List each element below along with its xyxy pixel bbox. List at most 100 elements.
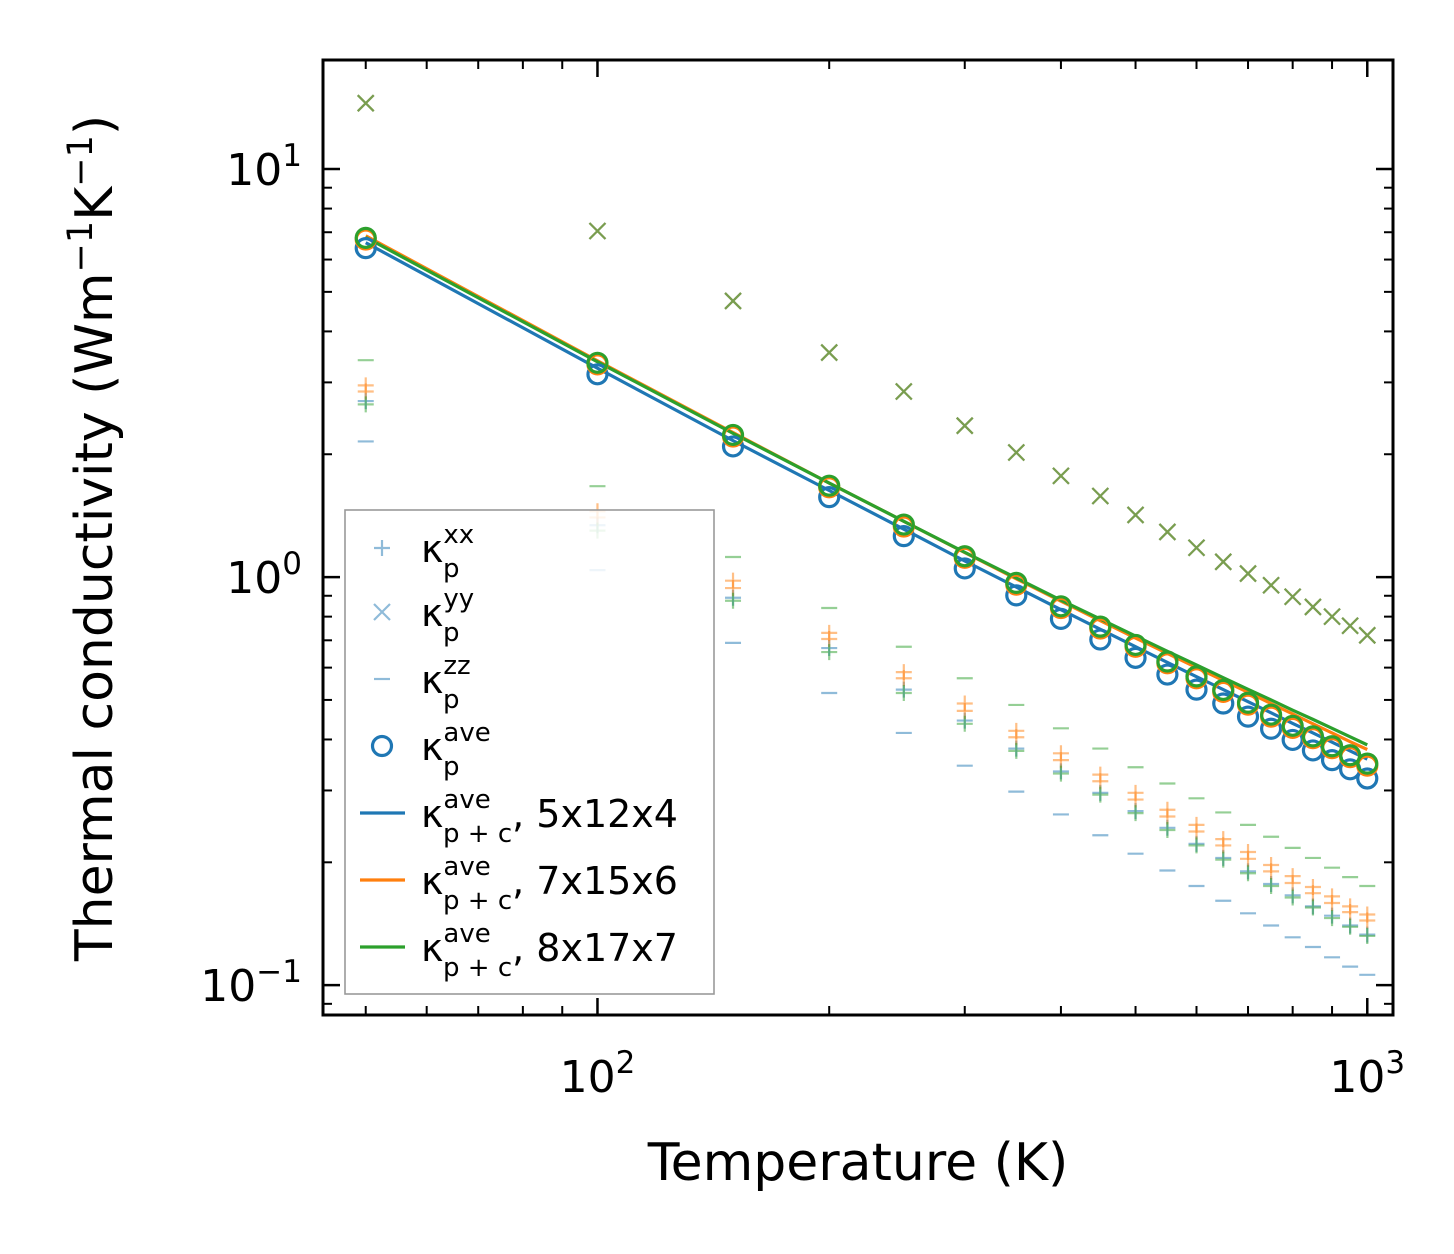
point-kappa_p_ave_8x17x7-200	[818, 474, 841, 497]
point-kappa_p_ave_5x12x4-600	[1185, 678, 1208, 701]
point-kappa_p_yy_8x17x7-100	[588, 222, 607, 240]
point-kappa_p_xx_8x17x7-750	[1263, 877, 1280, 894]
point-kappa_p_yy_8x17x7-700	[1239, 564, 1257, 583]
point-kappa_p_xx_7x15x6_b-800	[1284, 874, 1301, 891]
x-axis-label: Temperature (K)	[647, 1133, 1069, 1193]
point-kappa_p_xx_8x17x7-550	[1159, 822, 1176, 839]
point-kappa_p_yy_8x17x7-200	[820, 343, 838, 362]
point-kappa_p_ave_5x12x4-150	[721, 435, 745, 458]
point-kappa_p_xx_8x17x7-50	[357, 396, 374, 413]
legend-entry: κave p + c, 5x12x4	[360, 785, 678, 849]
legend-label: κave p + c, 7x15x6	[421, 852, 678, 916]
point-kappa_p_ave_8x17x7-150	[721, 423, 745, 447]
legend-label: κave p	[421, 718, 491, 782]
point-kappa_p_yy_8x17x7-850	[1304, 598, 1322, 616]
point-kappa_p_ave_5x12x4-400	[1049, 607, 1073, 630]
point-kappa_p_xx_7x15x6_b-700	[1240, 850, 1257, 867]
point-kappa_p_ave_5x12x4-550	[1156, 663, 1179, 686]
point-kappa_p_xx_7x15x6_b-600	[1188, 823, 1205, 840]
point-kappa_p_ave_8x17x7-100	[586, 351, 609, 374]
series-line-kappa_pc_ave_8x17x7	[364, 235, 1368, 747]
point-kappa_p_xx_7x15x6_b-950	[1342, 904, 1359, 921]
legend-box	[344, 509, 715, 995]
y-axis-label: Thermal conductivity (Wm−1K−1)	[61, 115, 125, 962]
point-kappa_p_xx_8x17x7-800	[1284, 889, 1301, 906]
point-kappa_p_ave_8x17x7-350	[1005, 571, 1028, 594]
point-kappa_p_ave_8x17x7-900	[1320, 735, 1344, 758]
point-kappa_p_ave_8x17x7-450	[1089, 615, 1112, 638]
point-kappa_p_ave_5x12x4-450	[1089, 628, 1112, 651]
point-kappa_p_xx_8x17x7-250	[895, 684, 912, 701]
legend-label: κave p + c, 5x12x4	[421, 785, 678, 849]
point-kappa_p_ave_5x12x4-350	[1005, 584, 1028, 607]
point-kappa_p_ave_5x12x4-100	[586, 363, 609, 386]
point-kappa_p_ave_8x17x7-400	[1049, 595, 1073, 618]
legend-marker-x	[373, 603, 391, 621]
point-kappa_p_ave_8x17x7-500	[1124, 633, 1147, 657]
point-kappa_p_xx_8x17x7-900	[1324, 910, 1341, 927]
legend-marker-circle	[370, 734, 394, 758]
point-kappa_p_xx_8x17x7-450	[1092, 786, 1109, 803]
point-kappa_p_ave_5x12x4-250	[892, 525, 915, 548]
data-marks	[354, 94, 1379, 976]
point-kappa_p_xx_8x17x7-300	[956, 715, 973, 732]
point-kappa_p_xx_7x15x6_b-900	[1324, 894, 1341, 911]
point-kappa_p_xx_7x15x6_b-400	[1052, 752, 1069, 769]
x-tick-label: 102	[560, 1045, 636, 1103]
point-kappa_p_yy_8x17x7-650	[1214, 553, 1233, 571]
point-kappa_p_ave_8x17x7-650	[1212, 678, 1235, 702]
point-kappa_p_xx_7x15x6_b-250	[895, 670, 912, 687]
point-kappa_p_xx_8x17x7-150	[725, 592, 742, 609]
point-kappa_p_xx_7x15x6_b-650	[1215, 837, 1232, 854]
point-kappa_p_ave_8x17x7-850	[1301, 725, 1325, 748]
plot-frame	[321, 58, 1395, 1017]
y-tick-label: 10−1	[200, 954, 302, 1012]
legend-entry: κave p + c, 7x15x6	[360, 852, 678, 916]
point-kappa_p_ave_5x12x4-650	[1212, 692, 1235, 715]
point-kappa_p_xx_8x17x7-600	[1188, 837, 1205, 854]
point-kappa_p_yy_8x17x7-150	[724, 292, 742, 310]
point-kappa_p_yy_8x17x7-350	[1007, 443, 1026, 462]
series-line-kappa_pc_ave_5x12x4	[364, 241, 1368, 761]
point-kappa_p_ave_8x17x7-1000	[1356, 752, 1379, 775]
point-kappa_p_yy_8x17x7-900	[1323, 607, 1341, 626]
point-kappa_p_yy_8x17x7-50	[356, 94, 375, 112]
point-kappa_p_ave_8x17x7-950	[1339, 744, 1362, 767]
point-kappa_p_ave_8x17x7-600	[1185, 665, 1208, 688]
legend-label: κxx p	[421, 520, 474, 584]
point-kappa_p_xx_7x15x6_b-450	[1092, 773, 1109, 790]
point-kappa_p_xx_8x17x7-650	[1215, 851, 1232, 868]
point-kappa_p_xx_7x15x6_b-1000	[1359, 912, 1376, 929]
point-kappa_p_xx_8x17x7-1000	[1359, 927, 1376, 944]
point-kappa_p_ave_8x17x7-50	[354, 226, 377, 249]
legend-marker-plus	[374, 540, 390, 556]
point-kappa_p_xx_8x17x7-950	[1342, 918, 1359, 935]
point-kappa_p_ave_8x17x7-250	[892, 513, 915, 536]
point-kappa_p_ave_8x17x7-700	[1236, 691, 1260, 714]
point-kappa_p_ave_5x12x4-200	[818, 486, 841, 509]
y-tick-label: 101	[226, 138, 302, 196]
point-kappa_p_ave_5x12x4-300	[953, 557, 976, 580]
point-kappa_p_ave_8x17x7-550	[1156, 650, 1179, 673]
point-kappa_p_ave_8x17x7-300	[953, 545, 976, 568]
point-kappa_p_xx_8x17x7-700	[1240, 865, 1257, 882]
point-kappa_p_yy_8x17x7-950	[1341, 616, 1359, 635]
point-kappa_p_ave_5x12x4-1000	[1356, 767, 1379, 790]
point-kappa_p_ave_5x12x4-500	[1124, 646, 1147, 669]
legend-entry: κyy p	[373, 584, 474, 648]
point-kappa_p_yy_8x17x7-300	[955, 416, 974, 435]
axes: 102 103 10−1 100 101	[200, 58, 1405, 1103]
point-kappa_p_ave_8x17x7-800	[1281, 714, 1304, 737]
legend-label: κyy p	[421, 584, 474, 648]
point-kappa_p_xx_8x17x7-850	[1304, 899, 1321, 916]
legend-entry: κzz p	[374, 651, 471, 715]
point-kappa_p_yy_8x17x7-800	[1283, 587, 1302, 606]
point-kappa_p_xx_8x17x7-350	[1008, 742, 1025, 759]
point-kappa_p_ave_5x12x4-750	[1259, 717, 1283, 740]
point-kappa_p_xx_8x17x7-500	[1127, 805, 1144, 822]
point-kappa_p_ave_5x12x4-50	[354, 237, 377, 260]
point-kappa_p_xx_7x15x6_b-500	[1127, 791, 1144, 808]
